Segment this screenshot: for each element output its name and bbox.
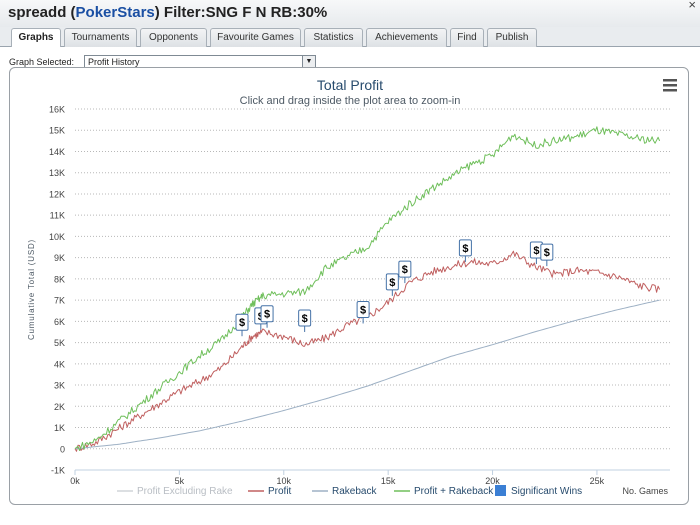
y-tick-label: 8K: [54, 274, 65, 284]
close-icon[interactable]: ×: [688, 0, 696, 12]
y-tick-label: 11K: [50, 211, 65, 221]
series-line-profit: [74, 250, 661, 452]
tab-statistics[interactable]: Statistics: [304, 28, 363, 47]
legend-symbol: [495, 485, 506, 496]
tab-find[interactable]: Find: [450, 28, 484, 47]
y-axis-label: Cumulative Total (USD): [27, 239, 36, 340]
x-tick-label: 15k: [381, 476, 396, 486]
y-tick-label: 9K: [54, 253, 65, 263]
tab-opponents[interactable]: Opponents: [140, 28, 207, 47]
tab-bar: Graphs Tournaments Opponents Favourite G…: [0, 27, 700, 48]
significant-win-flag: [458, 239, 472, 257]
graph-selected-label: Graph Selected:: [9, 57, 75, 67]
x-tick-label: 0k: [70, 476, 80, 486]
x-tick-label: 10k: [277, 476, 292, 486]
flag-label: $: [264, 309, 270, 321]
flag-label: $: [389, 277, 395, 289]
x-axis-label: No. Games: [622, 486, 668, 496]
y-tick-label: -1K: [51, 466, 65, 476]
y-tick-label: 2K: [54, 402, 65, 412]
significant-win-flag: [398, 260, 412, 278]
significant-win-flag: [260, 305, 274, 323]
menu-icon-bar: [663, 84, 677, 87]
title-bar: spreadd (PokerStars) Filter:SNG F N RB:3…: [0, 0, 700, 27]
chart-subtitle: Click and drag inside the plot area to z…: [240, 95, 461, 107]
tab-favourite-games[interactable]: Favourite Games: [210, 28, 301, 47]
y-tick-label: 7K: [54, 296, 65, 306]
legend-item-profit-excluding-rake: Profit Excluding Rake: [137, 486, 233, 497]
y-tick-label: 13K: [49, 168, 65, 178]
y-tick-label: 4K: [54, 359, 65, 369]
flag-label: $: [402, 264, 408, 276]
tab-graphs[interactable]: Graphs: [11, 28, 61, 48]
y-tick-label: 12K: [49, 189, 65, 199]
flag-label: $: [462, 243, 468, 255]
legend-item-profit: Profit: [268, 486, 292, 497]
series-line-rakeback: [74, 299, 660, 450]
y-tick-label: 3K: [54, 381, 65, 391]
flag-label: $: [544, 247, 550, 259]
flag-label: $: [239, 317, 245, 329]
significant-win-flag: [356, 300, 370, 318]
player-name: spreadd: [8, 4, 67, 21]
filter-text: Filter:SNG F N RB:30%: [163, 4, 328, 21]
y-tick-label: 10K: [49, 232, 65, 242]
profit-chart[interactable]: Total Profit Click and drag inside the pl…: [10, 68, 690, 506]
flag-label: $: [360, 304, 366, 316]
flag-label: $: [533, 245, 539, 257]
flag-label: $: [302, 313, 308, 325]
significant-win-flag: [540, 243, 554, 261]
y-tick-label: 6K: [54, 317, 65, 327]
x-tick-label: 5k: [175, 476, 185, 486]
y-tick-label: 1K: [54, 423, 65, 433]
legend-item-rakeback: Rakeback: [332, 486, 377, 497]
chart-title: Total Profit: [317, 77, 383, 93]
y-tick-label: 16K: [49, 105, 65, 115]
x-tick-label: 25k: [590, 476, 605, 486]
y-tick-label: 0: [60, 444, 65, 454]
graph-select-value: Profit History: [88, 57, 140, 67]
chart-container: Total Profit Click and drag inside the pl…: [9, 67, 689, 505]
series-line-profit-rakeback: [74, 126, 661, 451]
y-tick-label: 14K: [49, 147, 65, 157]
y-tick-label: 15K: [49, 126, 65, 136]
tab-tournaments[interactable]: Tournaments: [64, 28, 137, 47]
menu-icon-bar: [663, 89, 677, 92]
window-title: spreadd (PokerStars) Filter:SNG F N RB:3…: [8, 4, 328, 21]
legend-item-profit-rakeback: Profit + Rakeback: [414, 486, 494, 497]
tab-achievements[interactable]: Achievements: [366, 28, 447, 47]
x-tick-label: 20k: [485, 476, 500, 486]
significant-win-flag: [298, 309, 312, 327]
menu-icon[interactable]: [663, 79, 677, 92]
significant-win-flag: [235, 313, 249, 331]
legend-item-significant-wins: Significant Wins: [511, 486, 582, 497]
significant-win-flag: [385, 273, 399, 291]
chevron-down-icon[interactable]: ▼: [302, 56, 315, 68]
y-tick-label: 5K: [54, 338, 65, 348]
tab-publish[interactable]: Publish: [487, 28, 537, 47]
menu-icon-bar: [663, 79, 677, 82]
site-name: PokerStars: [75, 4, 155, 21]
graphs-panel: Graph Selected: Profit History ▼ Total P…: [0, 47, 700, 525]
